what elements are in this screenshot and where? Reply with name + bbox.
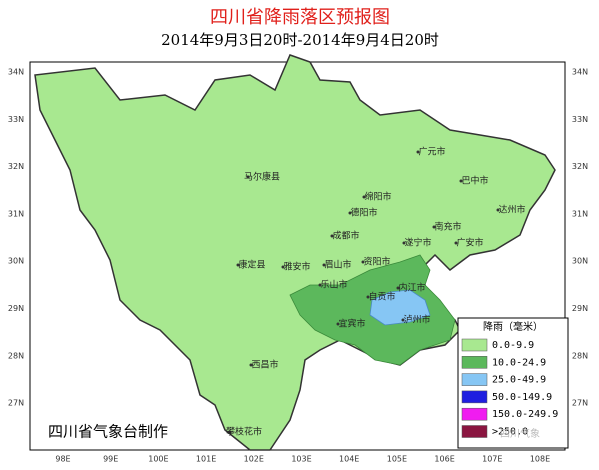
- lon-label: 101E: [196, 455, 216, 464]
- lon-label: 108E: [530, 455, 550, 464]
- legend: 0.0-9.9 10.0-24.9 25.0-49.9 50.0-149.9 150.0…: [461, 338, 558, 438]
- legend-title: 降雨（毫米）: [483, 320, 543, 333]
- lat-label-left: 27N: [8, 399, 24, 408]
- city-dot: [246, 175, 250, 179]
- legend-swatch: [461, 425, 488, 438]
- city-dot: [432, 225, 436, 229]
- city-label: 西昌市: [251, 359, 278, 371]
- lat-label-right: 27N: [572, 399, 588, 408]
- lat-label-left: 30N: [8, 257, 24, 266]
- lat-label-right: 29N: [572, 304, 588, 313]
- city-label: 达州市: [498, 204, 525, 216]
- legend-swatch: [461, 356, 488, 369]
- city-dot: [281, 265, 285, 269]
- city-label: 遂宁市: [404, 237, 431, 249]
- city-label: 成都市: [332, 230, 359, 242]
- city-label: 资阳市: [363, 256, 390, 268]
- legend-label: 10.0-24.9: [492, 357, 546, 368]
- city-dot: [401, 318, 405, 322]
- city-label: 马尔康县: [244, 171, 280, 183]
- city-label: 内江市: [398, 282, 425, 294]
- city-dot: [459, 179, 463, 183]
- lat-label-left: 34N: [8, 68, 24, 77]
- city-label: 攀枝花市: [226, 426, 262, 438]
- city-dot: [361, 260, 365, 264]
- map-title: 四川省降雨落区预报图: [210, 7, 390, 28]
- lat-label-left: 28N: [8, 351, 24, 360]
- city-label: 眉山市: [324, 259, 351, 271]
- city-label: 广安市: [456, 237, 483, 249]
- lat-label-right: 31N: [572, 209, 588, 218]
- legend-label: 0.0-9.9: [492, 340, 534, 351]
- axis-ticks: 34N 34N 33N 33N 32N 32N 31N 31N 30N 30N 29N 29N 28N 2…: [8, 68, 588, 464]
- city-dot: [362, 195, 366, 199]
- lon-label: 102E: [244, 455, 264, 464]
- rain-25-50: [369, 289, 431, 326]
- lon-label: 99E: [103, 455, 118, 464]
- legend-swatch: [461, 407, 488, 421]
- city-label: 巴中市: [461, 175, 488, 187]
- city-label: 雅安市: [283, 261, 310, 273]
- lon-label: 107E: [482, 455, 502, 464]
- lat-label-right: 34N: [572, 68, 588, 77]
- city-dot: [496, 208, 500, 212]
- city-label: 德阳市: [350, 207, 377, 219]
- city-label: 宜宾市: [338, 318, 365, 330]
- lon-label: 105E: [387, 455, 407, 464]
- city-label: 绵阳市: [364, 191, 391, 203]
- legend-label: 150.0-249.9: [492, 409, 558, 420]
- legend-swatch: [461, 373, 488, 386]
- city-dot: [416, 150, 420, 154]
- city-label: 自贡市: [368, 291, 395, 303]
- credit-box: [35, 418, 200, 446]
- city-dot: [402, 241, 406, 245]
- city-label: 乐山市: [320, 279, 347, 291]
- city-dot: [228, 430, 232, 434]
- lon-label: 100E: [148, 455, 168, 464]
- lat-label-left: 29N: [8, 304, 24, 313]
- city-dot: [322, 263, 326, 267]
- lon-label: 103E: [291, 455, 311, 464]
- legend-label: >250.0: [492, 427, 528, 438]
- lat-label-left: 33N: [8, 115, 24, 124]
- city-dot: [318, 283, 322, 287]
- city-dot: [396, 286, 400, 290]
- legend-swatch: [461, 390, 488, 404]
- city-dot: [366, 295, 370, 299]
- map-subtitle: 2014年9月3日20时-2014年9月4日20时: [161, 31, 439, 49]
- lon-label: 104E: [339, 455, 359, 464]
- city-label: 泸州市: [403, 314, 430, 326]
- lon-label: 106E: [434, 455, 454, 464]
- city-dot: [348, 211, 352, 215]
- lat-label-left: 31N: [8, 209, 24, 218]
- credit: 四川省气象台制作: [48, 423, 168, 441]
- lat-label-right: 33N: [572, 115, 588, 124]
- city-label: 广元市: [418, 146, 445, 158]
- city-dot: [249, 363, 253, 367]
- city-dot: [336, 322, 340, 326]
- city-dot: [330, 234, 334, 238]
- city-label: 康定县: [238, 259, 265, 271]
- lat-label-right: 30N: [572, 257, 588, 266]
- city-dot: [454, 241, 458, 245]
- lat-label-right: 28N: [572, 351, 588, 360]
- legend-label: 25.0-49.9: [492, 375, 546, 386]
- lat-label-left: 32N: [8, 162, 24, 171]
- lon-label: 98E: [55, 455, 70, 464]
- legend-swatch: [461, 338, 488, 352]
- watermark: 四川气象: [500, 427, 540, 440]
- city-dot: [236, 263, 240, 267]
- lat-label-right: 32N: [572, 162, 588, 171]
- city-label: 南充市: [434, 221, 461, 233]
- legend-label: 50.0-149.9: [492, 392, 552, 403]
